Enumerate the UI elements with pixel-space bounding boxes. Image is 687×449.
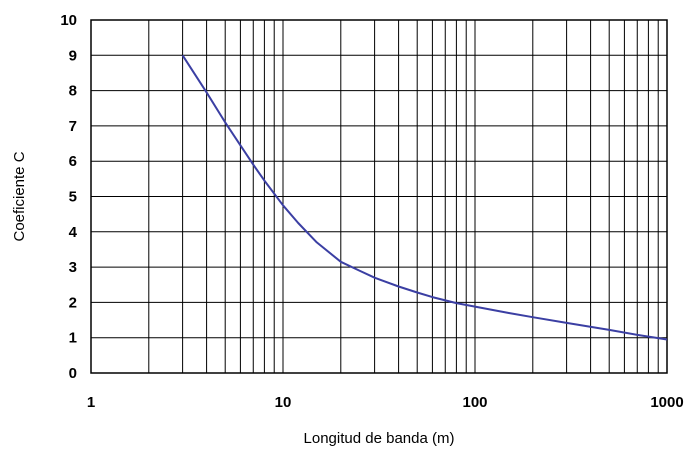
y-tick-label: 6 xyxy=(69,153,77,170)
grid xyxy=(90,19,668,374)
plot-frame xyxy=(90,19,668,374)
x-tick-label: 100 xyxy=(462,394,487,411)
y-tick-label: 3 xyxy=(69,259,77,276)
x-axis-label: Longitud de banda (m) xyxy=(304,430,455,447)
y-tick-label: 9 xyxy=(69,47,77,64)
y-tick-label: 8 xyxy=(69,83,77,100)
y-tick-label: 5 xyxy=(69,189,77,206)
y-tick-label: 0 xyxy=(69,365,77,382)
y-tick-label: 1 xyxy=(69,330,77,347)
x-tick-label: 10 xyxy=(275,394,292,411)
y-tick-label: 10 xyxy=(60,12,77,29)
series-layer xyxy=(181,54,668,341)
y-axis-label: Coeficiente C xyxy=(11,151,28,241)
x-tick-label: 1000 xyxy=(650,394,683,411)
y-tick-label: 4 xyxy=(69,224,78,241)
y-tick-label: 2 xyxy=(69,294,77,311)
y-tick-label: 7 xyxy=(69,118,77,135)
x-tick-label: 1 xyxy=(87,394,95,411)
series-line xyxy=(181,54,668,341)
